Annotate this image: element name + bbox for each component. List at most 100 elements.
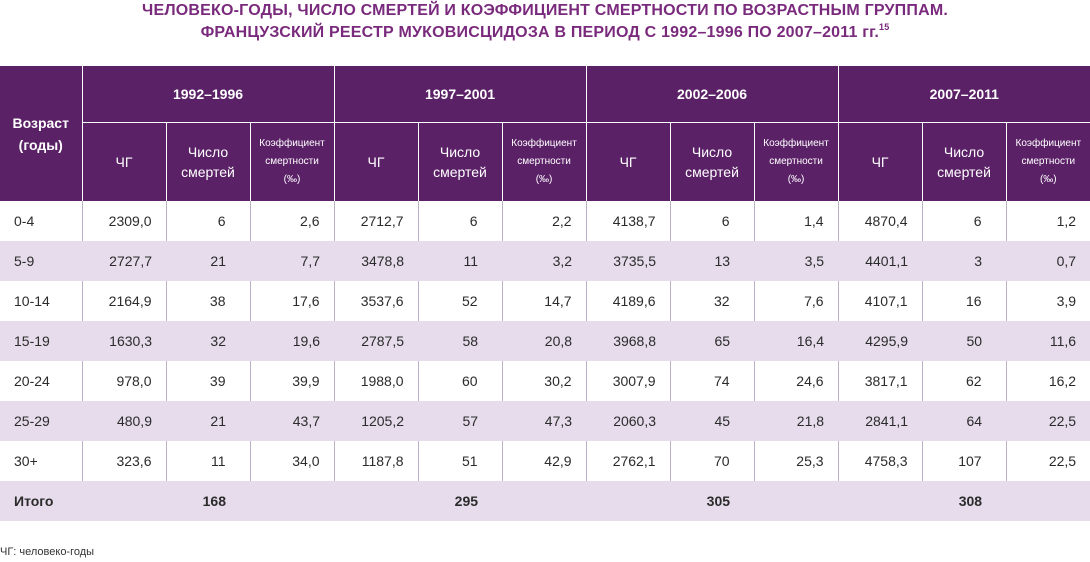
deaths-cell: 16 [921,281,1007,321]
mortality-rate-cell: 19,6 [250,321,335,361]
deaths-cell: 57 [418,401,503,441]
table-row: 5-9 2727,7 21 7,7 3478,8 11 3,2 3735,5 13 3,5 4401… [0,241,1090,281]
period-header-1: 1992–1996 [81,66,335,123]
mortality-rate-header-line: смертности [1021,156,1076,167]
deaths-cell: 13 [670,241,755,281]
total-deaths-cell: 305 [670,481,755,521]
table-title: ЧЕЛОВЕКО-ГОДЫ, ЧИСЛО СМЕРТЕЙ И КОЭФФИЦИЕ… [0,0,1090,44]
mortality-rate-cell: 24,6 [753,361,839,401]
deaths-cell: 45 [670,401,755,441]
mortality-rate-header-line: Коэффициент [763,138,829,149]
mortality-rate-cell: 21,8 [754,401,839,441]
table-row: 15-19 1630,3 32 19,6 2787,5 58 20,8 3968,8 65 16,… [0,321,1090,361]
mortality-rate-header-line: Коэффициент [511,138,577,149]
deaths-header-line: Число [691,144,733,160]
deaths-cell: 6 [921,201,1007,241]
mortality-rate-cell: 3,2 [502,241,587,281]
person-years-cell: 2712,7 [333,201,419,241]
total-deaths-cell: 168 [166,481,250,521]
mortality-rate-cell: 42,9 [501,441,587,481]
total-empty-cell [838,481,923,521]
deaths-header-line: Число [439,144,481,160]
deaths-cell: 62 [921,361,1007,401]
mortality-rate-cell: 1,4 [753,201,839,241]
mortality-rate-cell: 17,6 [249,281,335,321]
person-years-cell: 1988,0 [333,361,419,401]
mortality-rate-cell: 34,0 [249,441,335,481]
deaths-cell: 32 [669,281,755,321]
deaths-header-line: смертей [181,164,235,180]
table-row: 0-4 2309,0 6 2,6 2712,7 6 2,2 4138,7 6 1,4 4870,4 6… [0,201,1090,241]
deaths-cell: 52 [417,281,503,321]
deaths-cell: 3 [922,241,1007,281]
age-group-cell: 20-24 [0,361,82,401]
person-years-cell: 2727,7 [82,241,166,281]
person-years-cell: 3735,5 [586,241,671,281]
person-years-cell: 4758,3 [837,441,923,481]
mortality-rate-cell: 7,6 [753,281,839,321]
person-years-cell: 4138,7 [585,201,671,241]
mortality-rate-header: Коэффициент смертности (‰) [501,122,587,201]
mortality-rate-header-line: Коэффициент [1015,138,1082,149]
age-group-cell: 15-19 [0,321,82,361]
mortality-rate-header-line: (‰) [535,174,553,185]
table-row: 10-14 2164,9 38 17,6 3537,6 52 14,7 4189,6 32 7,6… [0,281,1090,321]
period-header-3: 2002–2006 [585,66,839,123]
table-row: 25-29 480,9 21 43,7 1205,2 57 47,3 2060,3 45 21,8… [0,401,1090,441]
deaths-header-line: Число [943,144,985,160]
deaths-cell: 6 [165,201,250,241]
mortality-rate-header-line: (‰) [787,174,805,185]
person-years-cell: 4870,4 [837,201,923,241]
deaths-header: Число смертей [669,122,755,201]
person-years-header: ЧГ [81,122,166,201]
title-line-2-text: ФРАНЦУЗСКИЙ РЕЕСТР МУКОВИСЦИДОЗА В ПЕРИО… [200,24,880,41]
person-years-header: ЧГ [837,122,923,201]
person-years-cell: 3478,8 [334,241,419,281]
person-years-cell: 2060,3 [586,401,671,441]
deaths-cell: 65 [670,321,755,361]
deaths-cell: 107 [921,441,1007,481]
deaths-cell: 39 [165,361,250,401]
person-years-cell: 3537,6 [333,281,419,321]
person-years-cell: 978,0 [81,361,166,401]
mortality-rate-header-line: (‰) [283,174,301,185]
mortality-rate-cell: 1,2 [1005,201,1090,241]
person-years-cell: 323,6 [81,441,166,481]
person-years-cell: 2787,5 [334,321,419,361]
person-years-cell: 2309,0 [81,201,166,241]
table-row: 20-24 978,0 39 39,9 1988,0 60 30,2 3007,9 74 24,6… [0,361,1090,401]
mortality-rate-cell: 16,4 [754,321,839,361]
person-years-cell: 3007,9 [585,361,671,401]
deaths-cell: 6 [417,201,503,241]
person-years-cell: 480,9 [82,401,166,441]
period-header-2: 1997–2001 [333,66,587,123]
age-header-line-2: (годы) [18,136,63,153]
deaths-header-line: Число [187,144,229,160]
age-group-cell: 25-29 [0,401,82,441]
age-group-cell: 0-4 [0,201,82,241]
deaths-cell: 32 [166,321,250,361]
person-years-cell: 2762,1 [585,441,671,481]
total-empty-cell [250,481,335,521]
mortality-rate-header-line: смертности [265,156,319,167]
mortality-rate-header-line: смертности [517,156,571,167]
age-group-cell: 10-14 [0,281,82,321]
person-years-header: ЧГ [333,122,419,201]
mortality-rate-cell: 3,5 [754,241,839,281]
person-years-cell: 4107,1 [837,281,923,321]
person-years-cell: 3817,1 [837,361,923,401]
deaths-header-line: смертей [685,164,739,180]
deaths-cell: 60 [417,361,503,401]
mortality-rate-header: Коэффициент смертности (‰) [1005,122,1090,201]
mortality-rate-cell: 22,5 [1006,401,1090,441]
deaths-cell: 21 [166,241,250,281]
title-line-1: ЧЕЛОВЕКО-ГОДЫ, ЧИСЛО СМЕРТЕЙ И КОЭФФИЦИЕ… [142,2,948,19]
mortality-table: Возраст (годы) 1992–1996 1997–2001 2002–… [0,66,1090,521]
mortality-rate-cell: 2,2 [501,201,587,241]
age-header: Возраст (годы) [0,66,82,201]
person-years-cell: 2841,1 [838,401,923,441]
person-years-cell: 4189,6 [585,281,671,321]
mortality-rate-cell: 25,3 [753,441,839,481]
mortality-rate-header-line: (‰) [1039,174,1057,185]
period-header-4: 2007–2011 [837,66,1090,123]
